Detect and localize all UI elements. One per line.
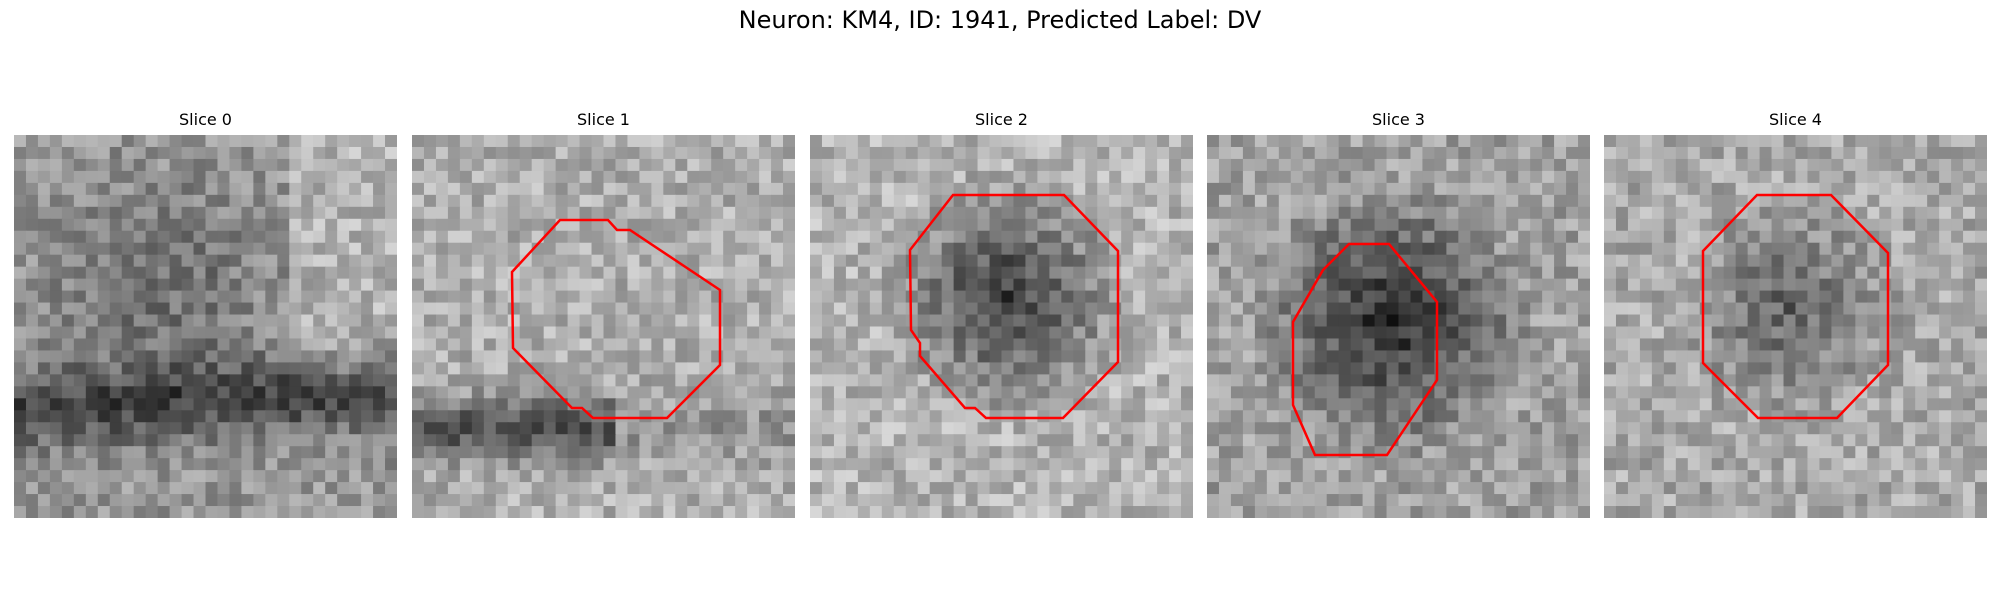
slice-title: Slice 0 bbox=[179, 110, 232, 129]
slice-title: Slice 2 bbox=[975, 110, 1028, 129]
pixel-grid bbox=[810, 135, 1193, 518]
neuron-contour bbox=[1701, 193, 1890, 420]
slice-panel-2: Slice 2 bbox=[810, 108, 1193, 518]
neuron-contour bbox=[908, 193, 1120, 420]
slice-image bbox=[412, 135, 795, 518]
slice-panel-3: Slice 3 bbox=[1207, 108, 1590, 518]
slice-image bbox=[1604, 135, 1987, 518]
figure-title: Neuron: KM4, ID: 1941, Predicted Label: … bbox=[738, 6, 1262, 34]
slice-title: Slice 3 bbox=[1372, 110, 1425, 129]
pixel-grid bbox=[1207, 135, 1590, 518]
slice-panel-1: Slice 1 bbox=[412, 108, 795, 518]
pixel-grid bbox=[1604, 135, 1987, 518]
neuron-contour bbox=[510, 218, 722, 420]
pixel-grid bbox=[14, 135, 397, 518]
slice-title: Slice 4 bbox=[1769, 110, 1822, 129]
neuron-contour bbox=[1291, 242, 1439, 457]
slice-title: Slice 1 bbox=[577, 110, 630, 129]
pixel-grid bbox=[412, 135, 795, 518]
slice-panel-4: Slice 4 bbox=[1604, 108, 1987, 518]
slice-image bbox=[810, 135, 1193, 518]
slice-image bbox=[14, 135, 397, 518]
slice-panel-0: Slice 0 bbox=[14, 108, 397, 518]
slice-image bbox=[1207, 135, 1590, 518]
